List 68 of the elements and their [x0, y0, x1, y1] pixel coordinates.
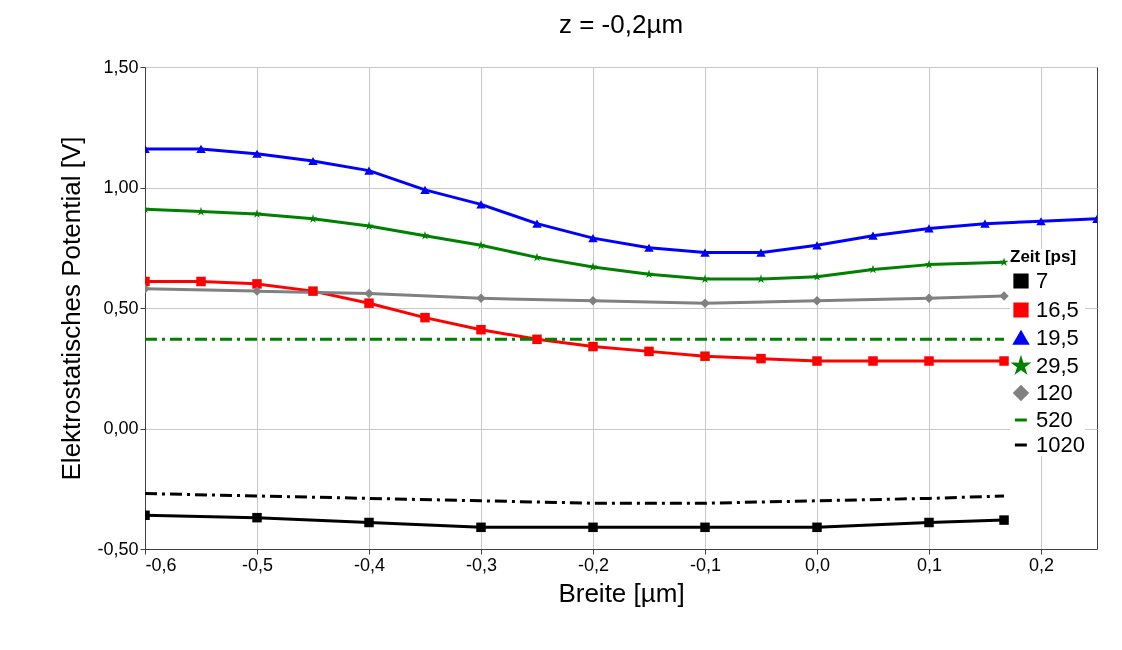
point [196, 276, 206, 287]
x-tick-label: 0,1 [916, 554, 943, 575]
legend-label: 16,5 [1036, 297, 1079, 322]
y-tick-label: 1,00 [103, 177, 139, 197]
point [924, 224, 934, 233]
y-tick-label: -0,50 [97, 538, 139, 559]
point [252, 512, 262, 523]
point [252, 149, 262, 158]
point [364, 166, 374, 175]
x-tick-label: -0,3 [465, 554, 498, 575]
point [308, 156, 318, 166]
chart-title: z = -0,2µm [558, 9, 684, 39]
x-tick-label: -0,6 [145, 554, 177, 575]
legend-label: 520 [1036, 407, 1073, 432]
point [196, 144, 206, 154]
point [588, 341, 598, 352]
legend-label: 1020 [1036, 432, 1085, 457]
line-series [145, 492, 1006, 505]
legend-label: 19,5 [1036, 325, 1079, 350]
point [980, 219, 990, 228]
y-tick-label: 1,50 [103, 56, 139, 77]
y-axis-title: Elektrostatisches Potential [V] [56, 136, 87, 481]
point [532, 219, 542, 228]
point [476, 324, 486, 335]
point [756, 248, 766, 257]
legend-label: 29,5 [1036, 353, 1079, 378]
point [644, 269, 654, 279]
point [308, 286, 318, 296]
point [364, 288, 374, 299]
point [364, 298, 374, 308]
y-tick-label: 0,00 [103, 418, 139, 438]
point [999, 515, 1009, 525]
point [700, 351, 710, 361]
point [644, 346, 654, 357]
point [476, 522, 486, 533]
point [812, 522, 822, 533]
y-tick-label: 0,50 [103, 297, 139, 318]
point [644, 243, 654, 252]
point [924, 356, 934, 366]
point [868, 231, 878, 240]
point [700, 248, 710, 257]
point [1036, 217, 1046, 226]
legend-title: Zeit [ps] [1010, 247, 1077, 266]
legend-label: 7 [1036, 268, 1049, 293]
legend-label: 120 [1036, 380, 1073, 405]
point [924, 293, 934, 304]
point [924, 517, 934, 528]
point [476, 240, 486, 250]
x-tick-label: -0,1 [689, 554, 722, 575]
point [252, 279, 262, 289]
x-tick-label: -0,4 [353, 554, 386, 575]
point [364, 517, 374, 528]
point [476, 293, 486, 304]
x-tick-label: 0,2 [1028, 554, 1055, 575]
x-tick-label: -0,5 [241, 554, 274, 575]
point [588, 234, 598, 243]
point [532, 334, 542, 345]
x-tick-label: -0,2 [577, 554, 610, 575]
point [999, 356, 1009, 366]
point [756, 353, 766, 364]
point [700, 522, 710, 533]
x-axis-title: Breite [µm] [558, 577, 685, 608]
point [420, 312, 430, 323]
point [812, 356, 822, 366]
point [868, 356, 878, 366]
x-tick-label: 0,0 [804, 554, 831, 575]
point [588, 522, 598, 533]
point [420, 185, 430, 195]
